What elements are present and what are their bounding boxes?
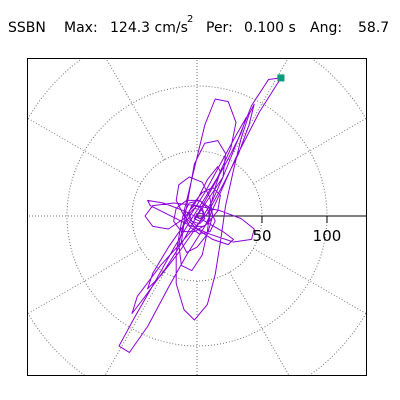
plot-frame xyxy=(27,58,367,376)
station-code: SSBN xyxy=(8,20,46,36)
axis-tick-label: 100 xyxy=(313,227,342,245)
polar-grid-spoke xyxy=(104,272,165,375)
max-unit-exponent: 2 xyxy=(187,14,194,25)
axis-tick-label: 50 xyxy=(252,227,271,245)
period-label: Per: xyxy=(206,20,233,36)
polar-grid-spoke xyxy=(105,59,165,160)
polar-grid-spoke xyxy=(253,248,366,314)
peak-marker xyxy=(277,74,285,82)
angle-label: Ang: xyxy=(310,20,343,36)
trace-line xyxy=(118,77,282,353)
max-label: Max: xyxy=(64,20,98,36)
polar-grid-spoke xyxy=(28,118,141,184)
chart-header: SSBN Max: 124.3 cm/s 2 Per: 0.100 s Ang:… xyxy=(0,0,400,48)
max-value: 124.3 cm/s xyxy=(110,20,188,36)
period-value: 0.100 s xyxy=(244,20,296,36)
angle-value: 58.7 xyxy=(358,20,390,36)
polar-grid-spoke xyxy=(28,248,141,314)
polar-grid-spoke xyxy=(253,118,366,184)
polar-grid-spoke xyxy=(229,59,289,160)
polar-grid-spoke xyxy=(229,272,290,375)
